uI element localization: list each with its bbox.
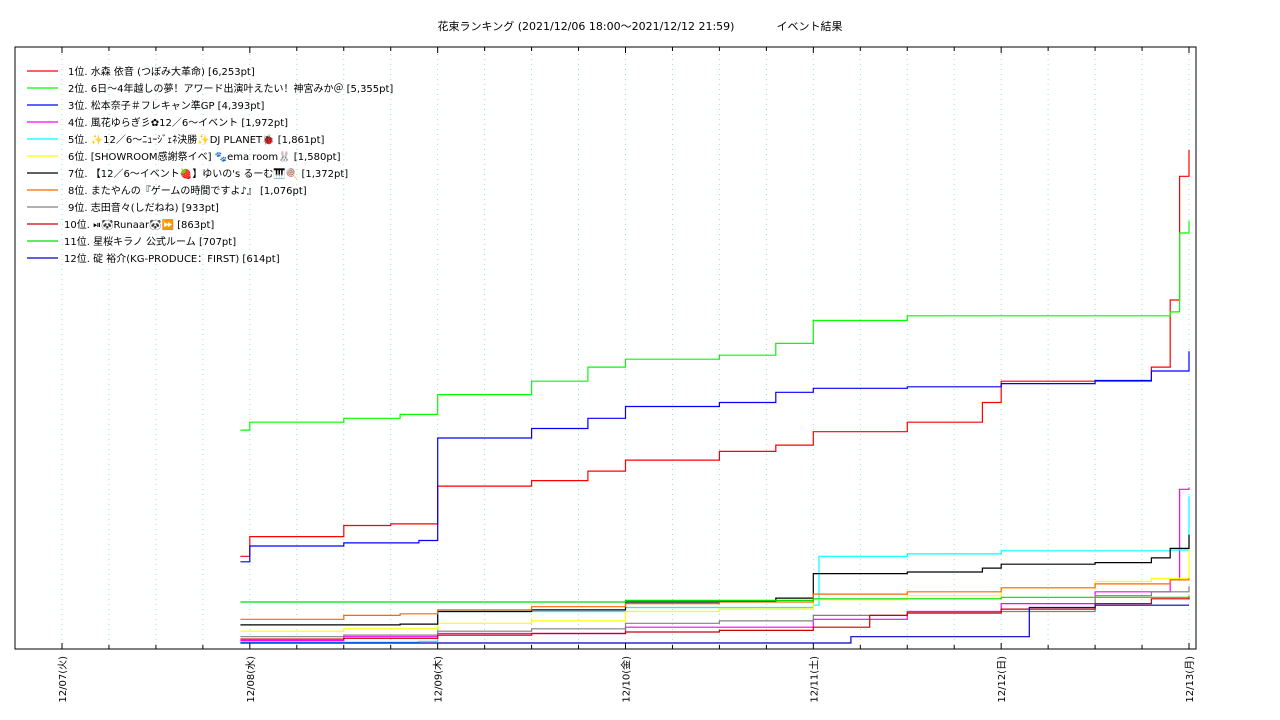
- legend-label: 10位. ⏯🐼Runaar🐼⏩ [863pt]: [64, 218, 214, 231]
- x-tick-label: 12/13(月): [1184, 656, 1196, 703]
- series-line: [240, 540, 1190, 632]
- series-line: [240, 534, 1190, 626]
- legend-label: 11位. 星桜キラノ 公式ルーム [707pt]: [64, 235, 236, 248]
- legend-label: 2位. 6日〜4年越しの夢！アワード出演叶えたい！神宮みか＠ [5,355pt]: [68, 82, 393, 95]
- legend-label: 8位. またやんの『ゲームの時間ですよ♪』 [1,076pt]: [68, 184, 307, 197]
- chart-subtitle: イベント結果: [776, 20, 843, 33]
- x-axis-labels: 12/07(火) 12/08(水) 12/09(木) 12/10(金) 12/11(土)…: [57, 656, 1196, 703]
- x-tick-label: 12/07(火): [57, 656, 69, 703]
- series-line: [240, 351, 1190, 563]
- series-line: [240, 220, 1190, 431]
- series-line: [240, 595, 1190, 603]
- legend-label: 12位. 碇 裕介(KG-PRODUCE：FIRST) [614pt]: [64, 252, 280, 265]
- x-tick-label: 12/11(土): [807, 656, 820, 703]
- series-line: [240, 150, 1190, 557]
- x-tick-label: 12/12(日): [997, 656, 1008, 703]
- x-tick-label: 12/10(金): [620, 656, 633, 703]
- legend-label: 6位. [SHOWROOM感謝祭イベ] 🐾ema room🐰 [1,580pt]: [68, 150, 341, 163]
- tick-layer: [61, 47, 1190, 649]
- x-tick-label: 12/08(水): [245, 656, 257, 703]
- series-line: [240, 604, 1189, 644]
- series-line: [240, 578, 1190, 620]
- legend: 1位. 水森 依音 (つぼみ大革命) [6,253pt] 2位. 6日〜4年越しの…: [27, 65, 393, 265]
- chart-title-main: 花束ランキング (2021/12/06 18:00〜2021/12/12 21:…: [437, 20, 735, 33]
- legend-label: 3位. 松本奈子＃フレキャン準GP [4,393pt]: [68, 99, 264, 112]
- chart-title: 花束ランキング (2021/12/06 18:00〜2021/12/12 21:…: [0, 18, 1280, 34]
- legend-label: 5位. ✨12／6〜ﾆｭｰｼﾞｪﾈ決勝✨DJ PLANET🐞 [1,861pt]: [68, 133, 325, 146]
- legend-label: 1位. 水森 依音 (つぼみ大革命) [6,253pt]: [68, 65, 255, 78]
- legend-label: 7位. 【12／6〜イベント🍓】ゆいの's るーむ🎹🍭 [1,372pt]: [68, 167, 348, 180]
- legend-label: 9位. 志田音々(しだねね) [933pt]: [68, 201, 219, 214]
- series-line: [240, 586, 1190, 638]
- plot-area: [14, 46, 1197, 650]
- series-line: [240, 595, 1190, 640]
- x-tick-label: 12/09(木): [433, 656, 445, 703]
- legend-label: 4位. 風花ゆらぎ彡✿12／6〜イベント [1,972pt]: [68, 116, 288, 129]
- series-layer: [240, 150, 1190, 644]
